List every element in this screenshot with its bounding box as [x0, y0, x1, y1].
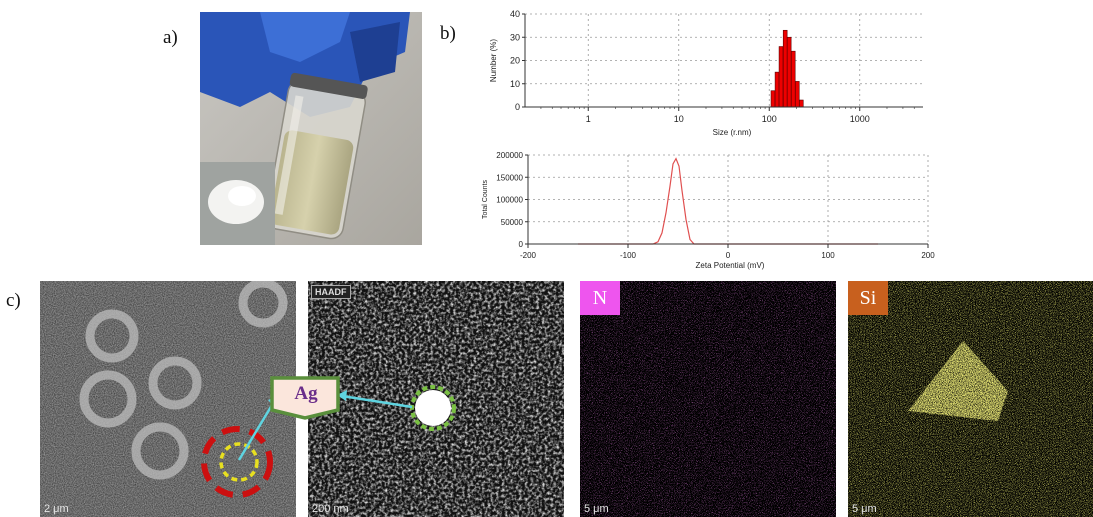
y-tick-label: 0: [519, 240, 524, 249]
y-tick-label: 150000: [496, 173, 523, 182]
x-tick-label: 200: [921, 251, 935, 260]
scale-bar-label: 200 nm: [312, 503, 349, 515]
x-tick-label: 1000: [850, 114, 870, 124]
y-axis-label: Total Counts: [482, 180, 489, 219]
sem-micrograph: 2 μm: [40, 281, 296, 517]
y-tick-label: 20: [510, 56, 520, 66]
y-tick-label: 0: [515, 102, 520, 112]
histogram-bar: [795, 81, 800, 108]
element-badge-n: N: [580, 281, 620, 315]
scale-bar-label: 2 μm: [44, 503, 69, 515]
element-badge-si: Si: [848, 281, 888, 315]
scale-bar-label: 5 μm: [852, 503, 877, 515]
haadf-tag: HAADF: [311, 285, 351, 299]
panel-label-b: b): [440, 23, 456, 44]
x-tick-label: 1: [586, 114, 591, 124]
zeta-series-line: [578, 157, 878, 245]
panel-label-a: a): [163, 27, 178, 48]
y-tick-label: 10: [510, 79, 520, 89]
x-tick-label: 100: [762, 114, 777, 124]
nitrogen-map: N 5 μm: [580, 281, 836, 517]
y-tick-label: 40: [510, 9, 520, 19]
x-tick-label: 100: [821, 251, 835, 260]
x-tick-label: -100: [620, 251, 637, 260]
zeta-potential-chart: -200 -100 0 100 200 0 50000 100000 150000 200000 Z…: [478, 147, 943, 277]
x-tick-label: 10: [674, 114, 684, 124]
haadf-micrograph: HAADF 200 nm: [308, 281, 564, 517]
vial-photo: [200, 12, 422, 245]
y-tick-label: 100000: [496, 196, 523, 205]
y-axis-label: Number (%): [489, 39, 498, 82]
histogram-bar: [786, 36, 792, 108]
histogram-bar: [770, 90, 776, 108]
histogram-bar: [778, 46, 784, 108]
y-tick-label: 30: [510, 32, 520, 42]
histogram-bar: [782, 29, 788, 108]
scale-bar-label: 5 μm: [584, 503, 609, 515]
histogram-bar: [790, 50, 796, 108]
ag-label: Ag: [294, 383, 318, 404]
panel-label-c: c): [6, 290, 21, 311]
x-tick-label: -200: [520, 251, 537, 260]
histogram-bar: [774, 71, 780, 108]
x-tick-label: 0: [726, 251, 731, 260]
histogram-bar: [799, 99, 804, 108]
y-tick-label: 50000: [501, 218, 524, 227]
x-axis-label: Size (r.nm): [713, 128, 752, 137]
y-tick-label: 200000: [496, 151, 523, 160]
size-distribution-chart: 1 10 100 1000 0 10 20 30 40 Size (r.nm) Number (%): [483, 5, 943, 145]
x-axis-label: Zeta Potential (mV): [696, 261, 765, 270]
silicon-map: Si 5 μm: [848, 281, 1093, 517]
